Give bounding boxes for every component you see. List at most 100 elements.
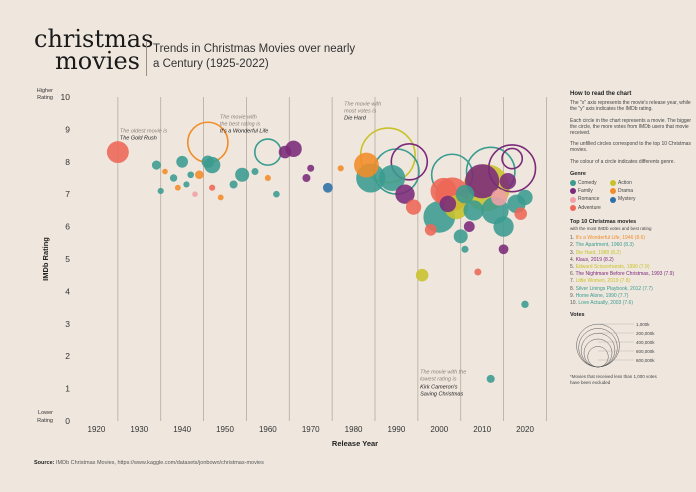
top10-item: 6. The Nightmare Before Christmas, 1993 … <box>570 271 692 277</box>
top10-subtitle: with the most IMDb votes and best rating <box>570 226 652 232</box>
data-point <box>514 207 527 220</box>
source-label: Source: <box>34 460 55 466</box>
source-text: IMDb Christmas Movies, https://www.kaggl… <box>56 460 264 466</box>
annotation-best-1: The movie with <box>220 114 257 120</box>
votes-label: 200,000k <box>636 331 655 336</box>
legend-swatch <box>570 196 576 203</box>
top10-text: Silver Linings Playbook, 2012 (7.7) <box>575 285 653 292</box>
top10-item: 9. Home Alone, 1990 (7.7) <box>570 293 692 299</box>
annotation-lowest-4: Saving Christmas <box>420 391 463 397</box>
subtitle: Trends in Christmas Movies over nearly a… <box>153 42 373 72</box>
data-point <box>264 174 271 182</box>
top10-rank: 8. <box>570 285 576 292</box>
top10-item: 8. Silver Linings Playbook, 2012 (7.7) <box>570 286 692 292</box>
how-p3: The unfilled circles correspond to the t… <box>570 141 691 154</box>
y-tick-label: 10 <box>61 92 71 102</box>
x-tick-label: 2010 <box>473 425 491 434</box>
data-point <box>302 173 311 183</box>
votes-label: 600,000k <box>636 349 655 354</box>
source-footer: Source: IMDb Christmas Movies, https://w… <box>34 460 264 466</box>
how-p2: Each circle in the chart represents a mo… <box>570 117 692 137</box>
data-point <box>439 195 457 213</box>
data-point <box>491 189 508 206</box>
y-tick-label: 8 <box>65 157 70 167</box>
data-point <box>151 160 161 170</box>
votes-circle <box>580 333 616 368</box>
x-tick-label: 1970 <box>302 425 320 434</box>
annotation-oldest-2: The Gold Rush <box>120 135 157 141</box>
top10-rank: 9. <box>570 292 576 299</box>
legend-label: Mystery <box>618 196 636 203</box>
data-point <box>405 199 422 215</box>
annotation-lowest-1: The movie with the <box>420 369 466 375</box>
data-point <box>521 300 529 309</box>
data-point <box>337 165 344 172</box>
top10-rank: 10. <box>570 300 579 307</box>
sidebar: How to read the chart The "x" axis repre… <box>570 91 692 386</box>
annotation-best-2: the best rating is <box>220 121 261 127</box>
votes-size-legend: 1,000k 200,000k 400,000k 600,000k 800,000k <box>576 322 655 368</box>
data-point <box>106 141 129 164</box>
x-tick-label: 1980 <box>345 425 363 434</box>
top10-item: 2. The Apartment, 1960 (8.3) <box>570 242 692 248</box>
annotation-lowest-2: lowest rating is <box>420 376 457 382</box>
data-point-top10 <box>254 138 282 166</box>
x-tick-label: 1960 <box>259 425 277 434</box>
subtitle-line-1: Trends in Christmas Movies over nearly <box>153 43 356 55</box>
data-point <box>453 229 468 244</box>
votes-note: *Movies that received less than 1,000 vo… <box>570 373 657 385</box>
legend-swatch <box>610 196 616 203</box>
data-point <box>183 181 190 188</box>
top10-rank: 5. <box>570 264 576 271</box>
top10-item: 10. Love Actually, 2003 (7.6) <box>570 300 692 306</box>
top10-text: Die Hard, 1988 (8.2) <box>575 249 621 256</box>
annotation-most-2: most votes is <box>344 108 376 114</box>
data-point <box>229 180 238 189</box>
y-bottom-label-1: Lower <box>38 410 53 416</box>
y-tick-label: 6 <box>65 222 70 232</box>
data-point <box>455 184 475 204</box>
top10-item: 7. Little Women, 2019 (7.8) <box>570 278 692 284</box>
data-point <box>461 245 469 253</box>
legend-item: Adventure <box>570 205 610 211</box>
annotation-best-3: It's a Wonderful Life <box>220 128 268 134</box>
legend-label: Family <box>578 188 593 195</box>
votes-circle <box>578 328 618 368</box>
data-point <box>176 155 189 168</box>
x-tick-label: 1920 <box>88 425 106 434</box>
data-point <box>235 167 250 182</box>
data-point-top10 <box>501 147 524 170</box>
top10-list: 1. It's a Wonderful Life, 1946 (8.6) 2. T… <box>570 235 692 306</box>
data-point <box>465 164 500 199</box>
x-tick-label: 1940 <box>173 425 191 434</box>
subtitle-line-2: a Century (1925-2022) <box>153 58 269 70</box>
legend-item: Comedy <box>570 180 610 187</box>
legend-swatch <box>610 188 616 195</box>
votes-circle <box>587 346 609 368</box>
data-point <box>498 244 509 255</box>
legend-item: Family <box>570 188 610 195</box>
legend-label: Comedy <box>578 180 597 187</box>
y-tick-label: 2 <box>65 351 70 361</box>
data-point <box>192 191 198 198</box>
how-p1: The "x" axis represents the movie's rele… <box>570 100 691 113</box>
top10-rank: 1. <box>570 235 576 242</box>
top10-item: 5. Edward Scissorhands, 1990 (7.9) <box>570 264 692 270</box>
data-point <box>379 164 406 192</box>
votes-label: 800,000k <box>636 358 655 363</box>
y-top-label-1: Higher <box>37 88 53 94</box>
legend-swatch <box>570 180 576 187</box>
y-tick-label: 3 <box>65 319 70 329</box>
y-tick-label: 4 <box>65 286 70 296</box>
x-tick-label: 2000 <box>430 425 448 434</box>
top10-text: Edward Scissorhands, 1990 (7.9) <box>575 264 650 271</box>
top10-text: It's a Wonderful Life, 1946 (8.6) <box>575 235 646 242</box>
legend-item: Drama <box>610 188 650 195</box>
top10-title: Top 10 Christmas movies <box>570 218 637 225</box>
legend-label: Romance <box>578 196 600 203</box>
y-tick-label: 0 <box>65 416 70 426</box>
legend-swatch <box>570 204 576 211</box>
top10-text: Klaus, 2019 (8.2) <box>575 256 614 263</box>
x-tick-label: 1990 <box>388 425 406 434</box>
